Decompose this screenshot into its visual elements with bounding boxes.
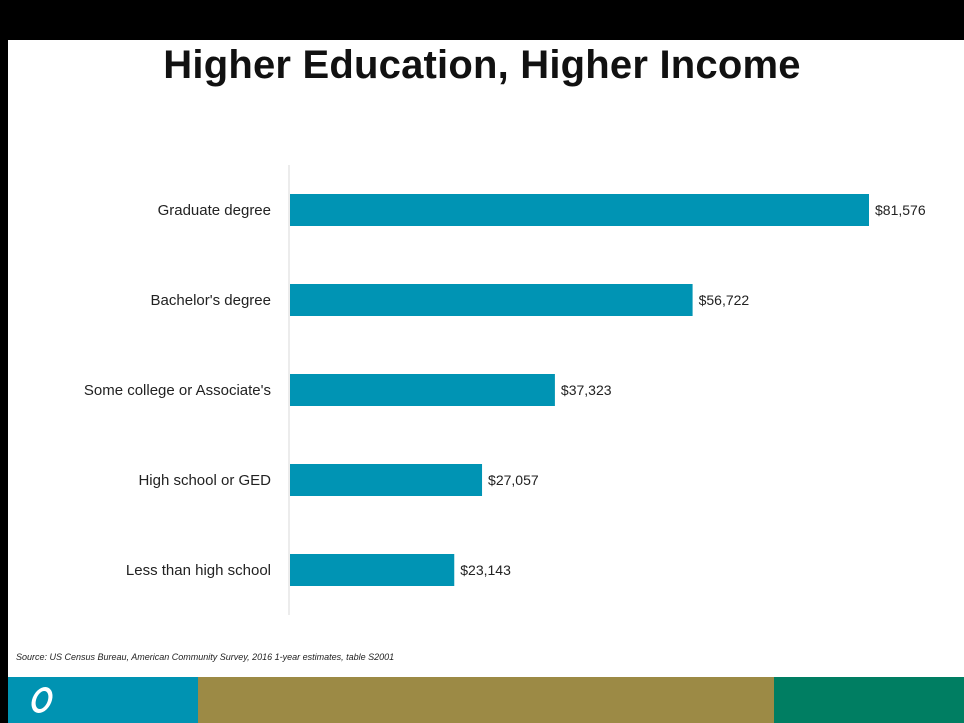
- category-label-4: Less than high school: [126, 562, 271, 579]
- footer-left-block: [8, 677, 198, 723]
- value-label-1: $56,722: [699, 292, 750, 308]
- value-label-3: $27,057: [488, 472, 539, 488]
- bar-1: [290, 284, 693, 316]
- source-note: Source: US Census Bureau, American Commu…: [16, 652, 395, 662]
- value-label-4: $23,143: [460, 562, 511, 578]
- footer-middle-block: [198, 677, 774, 723]
- footer-right-block: [774, 677, 964, 723]
- ring-logo-icon: [28, 687, 56, 713]
- category-label-2: Some college or Associate's: [84, 382, 271, 399]
- bar-0: [290, 194, 869, 226]
- category-label-1: Bachelor's degree: [151, 292, 271, 309]
- bar-3: [290, 464, 483, 496]
- category-label-0: Graduate degree: [158, 202, 271, 219]
- top-black-band: [0, 0, 964, 40]
- value-label-0: $81,576: [875, 202, 926, 218]
- slide-title: Higher Education, Higher Income: [163, 43, 801, 87]
- category-label-3: High school or GED: [138, 472, 271, 489]
- value-label-2: $37,323: [561, 382, 612, 398]
- bars-group: Graduate degree $81,576 Bachelor's degree $…: [84, 194, 926, 586]
- bar-2: [290, 374, 555, 406]
- bar-4: [290, 554, 455, 586]
